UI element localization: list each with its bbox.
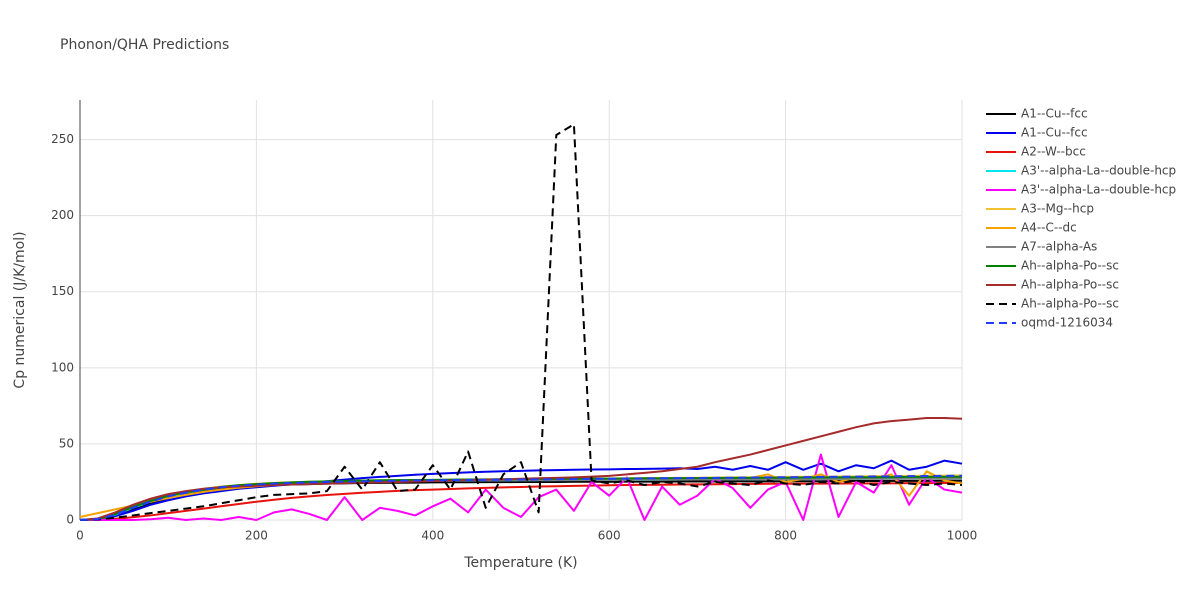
x-tick-label: 800	[774, 529, 797, 543]
x-tick-label: 1000	[947, 529, 978, 543]
legend-label[interactable]: A1--Cu--fcc	[1021, 107, 1088, 121]
x-tick-label: 400	[421, 529, 444, 543]
series-line	[79, 474, 963, 521]
x-tick-label: 0	[76, 529, 84, 543]
plot-area	[79, 123, 963, 521]
series-line	[79, 482, 962, 521]
legend: A1--Cu--fcc A1--Cu--fcc A2--W--bcc A3'--alp…	[986, 107, 1176, 330]
legend-label[interactable]: A4--C--dc	[1021, 221, 1077, 235]
grid: 0 200 400 600 800 1000 0 50 100 150 200 250	[51, 100, 977, 543]
y-tick-label: 250	[51, 132, 74, 146]
series-line	[79, 123, 963, 521]
legend-label[interactable]: A3--Mg--hcp	[1021, 202, 1094, 216]
series-line	[79, 459, 963, 521]
y-axis-title: Cp numerical (J/K/mol)	[12, 231, 28, 388]
legend-label[interactable]: A1--Cu--fcc	[1021, 126, 1088, 140]
x-tick-label: 600	[598, 529, 621, 543]
legend-label[interactable]: A3'--alpha-La--double-hcp	[1021, 183, 1176, 197]
legend-label[interactable]: A7--alpha-As	[1021, 240, 1097, 254]
legend-label[interactable]: Ah--alpha-Po--sc	[1021, 259, 1119, 273]
legend-label[interactable]: Ah--alpha-Po--sc	[1021, 278, 1119, 292]
y-tick-label: 200	[51, 208, 74, 222]
y-tick-label: 0	[66, 513, 74, 527]
y-tick-label: 150	[51, 284, 74, 298]
legend-label[interactable]: A3'--alpha-La--double-hcp	[1021, 164, 1176, 178]
legend-label[interactable]: oqmd-1216034	[1021, 316, 1113, 330]
y-tick-label: 100	[51, 360, 74, 374]
x-tick-label: 200	[245, 529, 268, 543]
y-tick-label: 50	[59, 436, 74, 450]
legend-label[interactable]: Ah--alpha-Po--sc	[1021, 297, 1119, 311]
chart-title: Phonon/QHA Predictions	[60, 37, 229, 53]
legend-label[interactable]: A2--W--bcc	[1021, 145, 1086, 159]
x-axis-title: Temperature (K)	[463, 555, 577, 571]
